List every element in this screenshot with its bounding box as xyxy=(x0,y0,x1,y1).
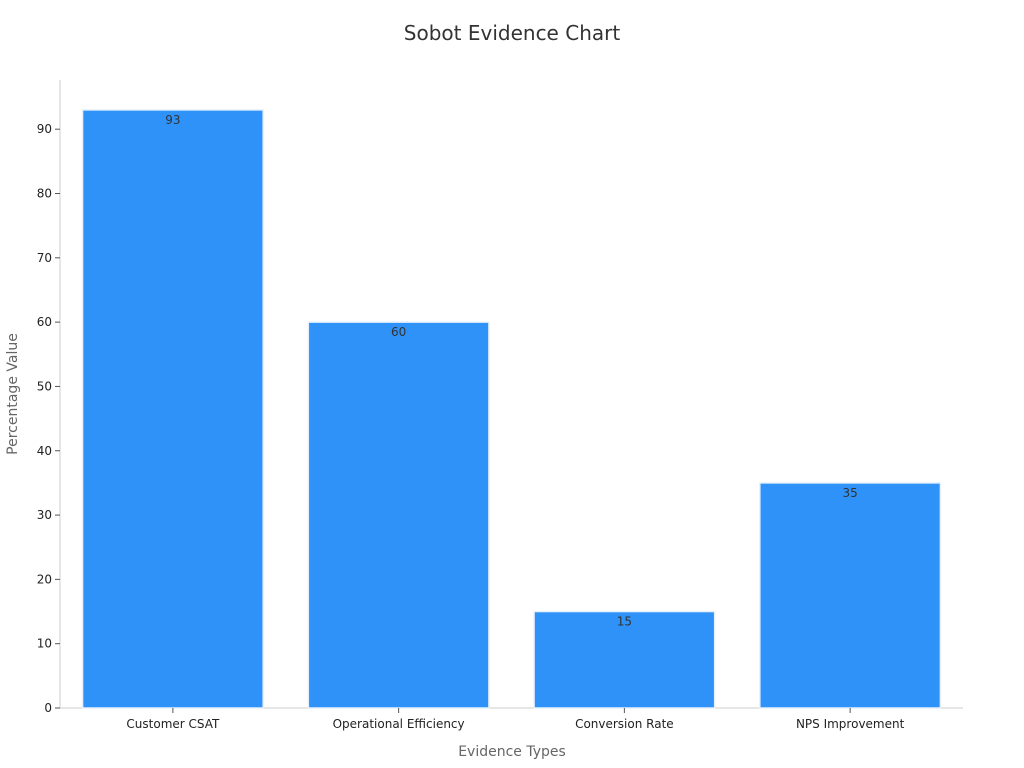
bar-conversion-rate xyxy=(533,610,716,709)
chart-title: Sobot Evidence Chart xyxy=(404,21,621,45)
y-tick-label: 50 xyxy=(37,379,52,393)
y-tick-label: 40 xyxy=(37,444,52,458)
y-tick-label: 60 xyxy=(37,315,52,329)
x-axis-title: Evidence Types xyxy=(458,744,566,760)
y-tick-label: 30 xyxy=(37,508,52,522)
bar-customer-csat xyxy=(81,109,264,709)
x-tick-label: Conversion Rate xyxy=(575,717,674,731)
x-tick-label: NPS Improvement xyxy=(796,717,905,731)
y-tick-label: 90 xyxy=(37,122,52,136)
x-tick-label: Customer CSAT xyxy=(126,717,220,731)
bar-data-label: 15 xyxy=(617,615,632,629)
bar-data-label: 60 xyxy=(391,325,406,339)
y-tick-label: 20 xyxy=(37,572,52,586)
y-tick-label: 70 xyxy=(37,251,52,265)
bar-data-label: 35 xyxy=(842,486,857,500)
bar-operational-efficiency xyxy=(307,321,490,709)
y-tick-label: 10 xyxy=(37,637,52,651)
bar-nps-improvement xyxy=(759,482,942,709)
plot-area: 0 10 20 30 40 50 60 70 80 90 93 Customer CSAT 60 Oper… xyxy=(37,80,963,731)
y-tick-label: 0 xyxy=(44,701,52,715)
y-axis-title: Percentage Value xyxy=(5,333,21,455)
bar-data-label: 93 xyxy=(165,113,180,127)
y-tick-label: 80 xyxy=(37,187,52,201)
x-tick-label: Operational Efficiency xyxy=(333,717,465,731)
